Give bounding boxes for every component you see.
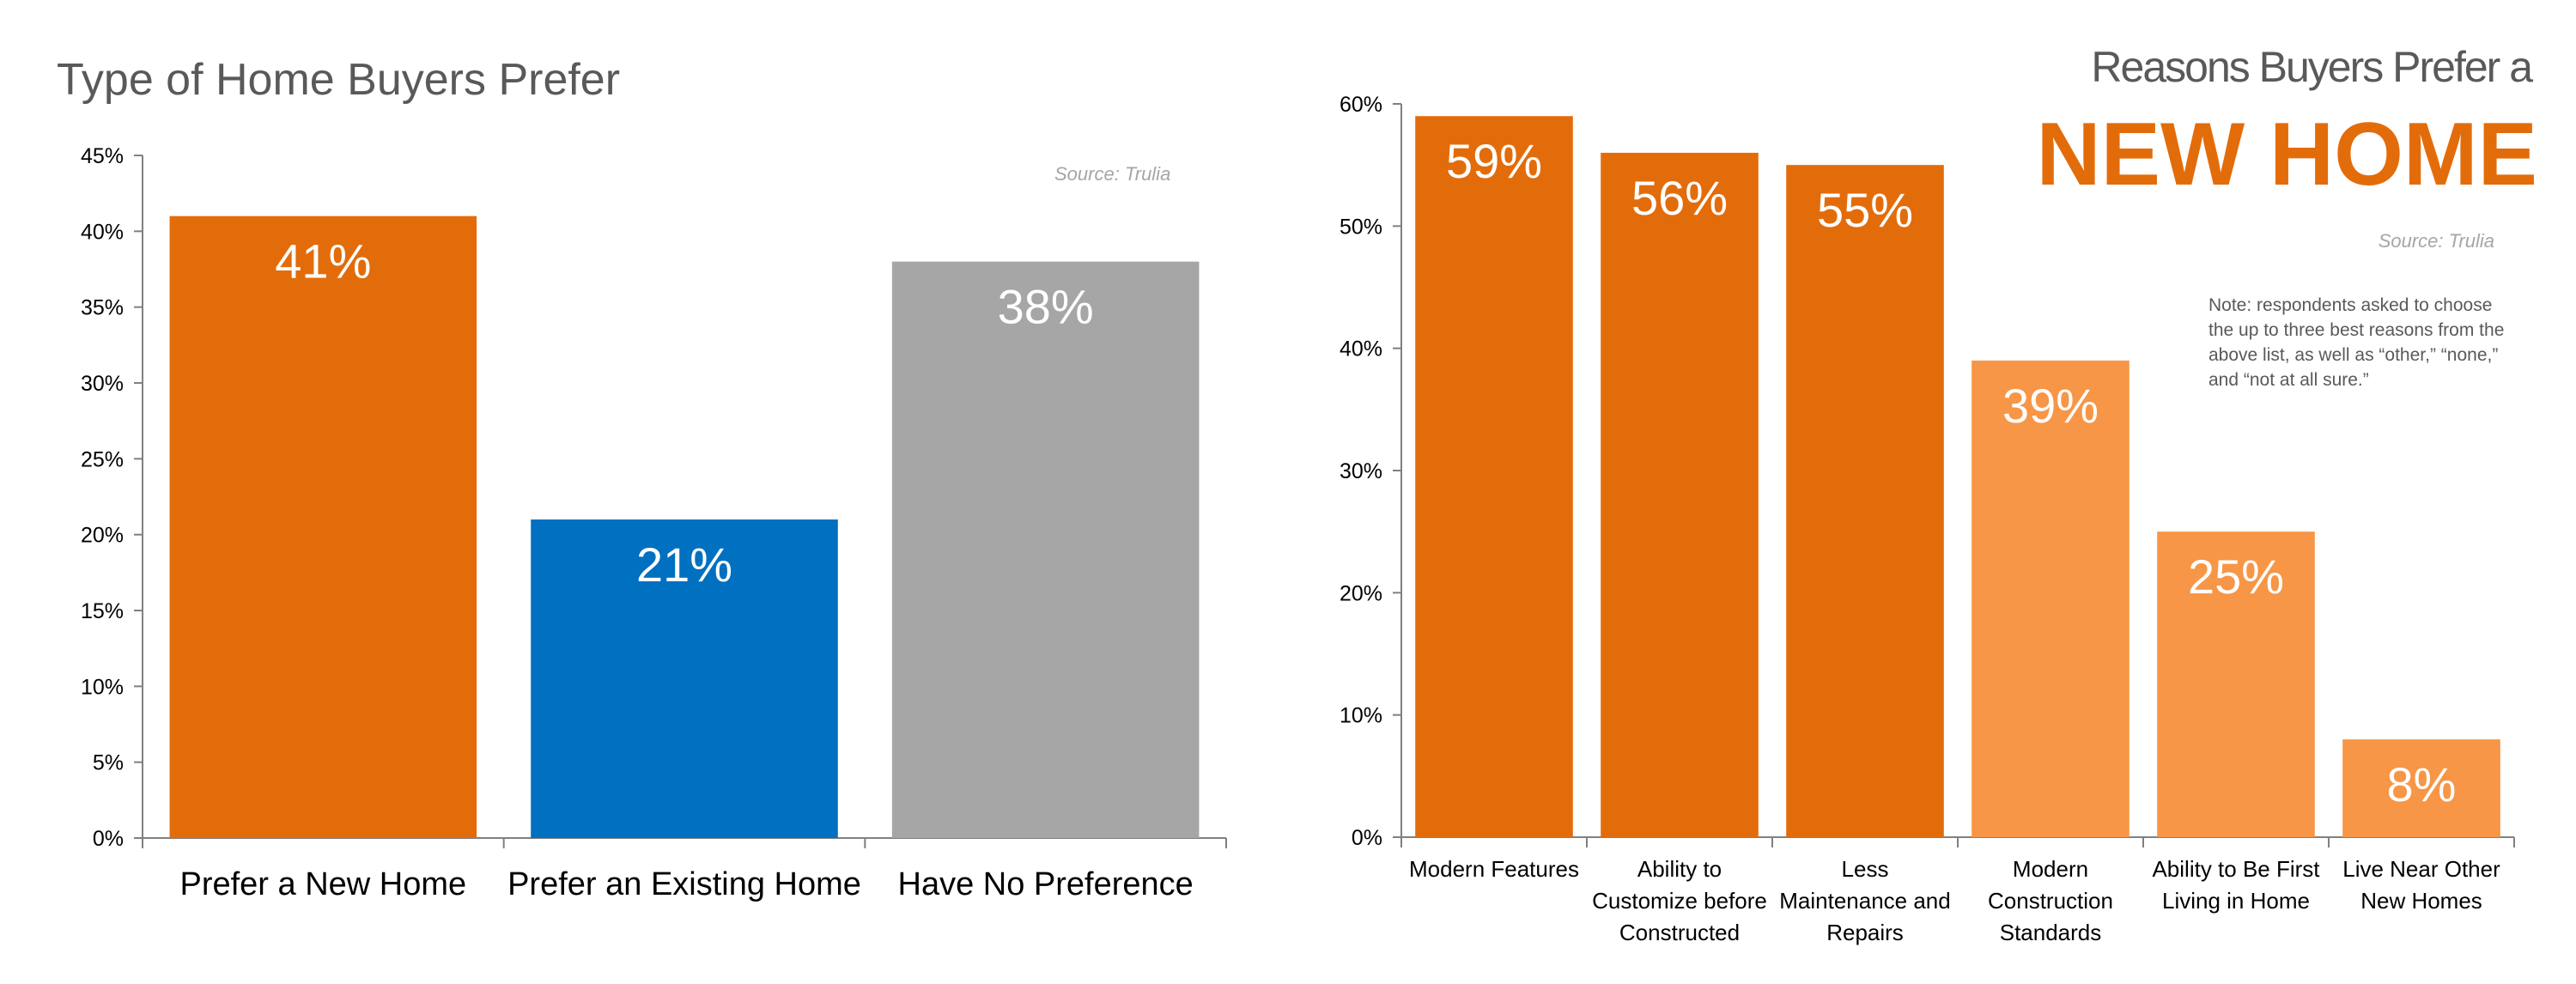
y-tick-label: 60% — [1340, 93, 1382, 117]
category-label: New Homes — [2360, 888, 2482, 914]
category-label: Ability to — [1637, 856, 1722, 882]
category-label: Maintenance and — [1779, 888, 1950, 914]
chart-title-line2: NEW HOME — [2036, 105, 2537, 204]
data-label: 41% — [275, 234, 371, 289]
category-label: Have No Preference — [898, 866, 1194, 902]
category-label: Live Near Other — [2342, 856, 2500, 882]
note-line: and “not at all sure.” — [2208, 370, 2369, 390]
bar — [1971, 360, 2129, 837]
y-tick-label: 20% — [1340, 581, 1382, 605]
y-tick-label: 35% — [81, 296, 124, 320]
category-label: Standards — [2000, 920, 2102, 945]
category-label: Repairs — [1826, 920, 1904, 945]
note-line: Note: respondents asked to choose — [2208, 295, 2492, 315]
category-label: Customize before — [1592, 888, 1767, 914]
category-label: Constructed — [1619, 920, 1740, 945]
category-label: Modern — [2013, 856, 2088, 882]
data-labels: 59% 56% 55% 39% 25% 8% — [1446, 134, 2457, 811]
data-label: 8% — [2387, 757, 2457, 811]
data-label: 21% — [636, 538, 732, 592]
data-label: 56% — [1631, 171, 1728, 225]
home-preference-chart: Type of Home Buyers Prefer Source: Truli… — [57, 55, 1227, 902]
category-labels: Modern Features Ability to Customize befor… — [1409, 856, 2500, 945]
category-labels: Prefer a New Home Prefer an Existing Home… — [179, 866, 1193, 902]
category-label: Less — [1842, 856, 1889, 882]
note-line: the up to three best reasons from the — [2208, 320, 2504, 340]
y-tick-label: 0% — [1352, 826, 1382, 850]
y-tick-label: 20% — [81, 524, 124, 548]
bar — [1786, 165, 1944, 837]
y-tick-label: 40% — [81, 220, 124, 244]
source-note: Source: Trulia — [2379, 230, 2494, 252]
bar — [2157, 531, 2315, 837]
data-label: 38% — [998, 280, 1094, 334]
axes: 0% 10% 20% 30% 40% 50% 60% — [1340, 93, 2515, 850]
category-label: Living in Home — [2162, 888, 2310, 914]
category-label: Ability to Be First — [2152, 856, 2320, 882]
source-note: Source: Trulia — [1054, 163, 1170, 185]
y-tick-label: 40% — [1340, 337, 1382, 361]
y-tick-label: 50% — [1340, 215, 1382, 239]
bar — [531, 519, 838, 838]
bar — [169, 216, 477, 838]
note-line: above list, as well as “other,” “none,” — [2208, 345, 2498, 365]
data-labels: 41% 21% 38% — [275, 234, 1093, 592]
data-label: 55% — [1817, 183, 1913, 237]
data-label: 39% — [2002, 379, 2099, 433]
bars — [169, 216, 1200, 839]
bar — [1415, 116, 1573, 837]
y-tick-label: 0% — [93, 827, 124, 851]
respondents-note: Note: respondents asked to choose the up … — [2208, 295, 2504, 390]
bar — [1601, 152, 1759, 837]
bars — [1415, 116, 2500, 837]
axes: 0% 5% 10% 15% 20% 25% 30% 35% 40% 45% — [81, 144, 1227, 851]
bar — [2342, 739, 2500, 837]
y-tick-label: 5% — [93, 751, 124, 775]
y-tick-label: 45% — [81, 144, 124, 168]
new-home-reasons-chart: Reasons Buyers Prefer a NEW HOME Source:… — [1340, 43, 2537, 945]
chart-title: Type of Home Buyers Prefer — [57, 55, 620, 105]
y-tick-label: 10% — [1340, 704, 1382, 728]
bar — [891, 261, 1200, 839]
data-label: 59% — [1446, 134, 1542, 188]
category-label: Modern Features — [1409, 856, 1579, 882]
y-tick-label: 30% — [81, 372, 124, 396]
data-label: 25% — [2188, 550, 2284, 604]
category-label: Prefer an Existing Home — [507, 866, 861, 902]
chart-title-line1: Reasons Buyers Prefer a — [2091, 43, 2533, 91]
category-label: Construction — [1988, 888, 2113, 914]
y-tick-label: 10% — [81, 675, 124, 699]
y-tick-label: 25% — [81, 447, 124, 471]
y-tick-label: 30% — [1340, 459, 1382, 483]
category-label: Prefer a New Home — [179, 866, 466, 902]
y-tick-label: 15% — [81, 599, 124, 623]
